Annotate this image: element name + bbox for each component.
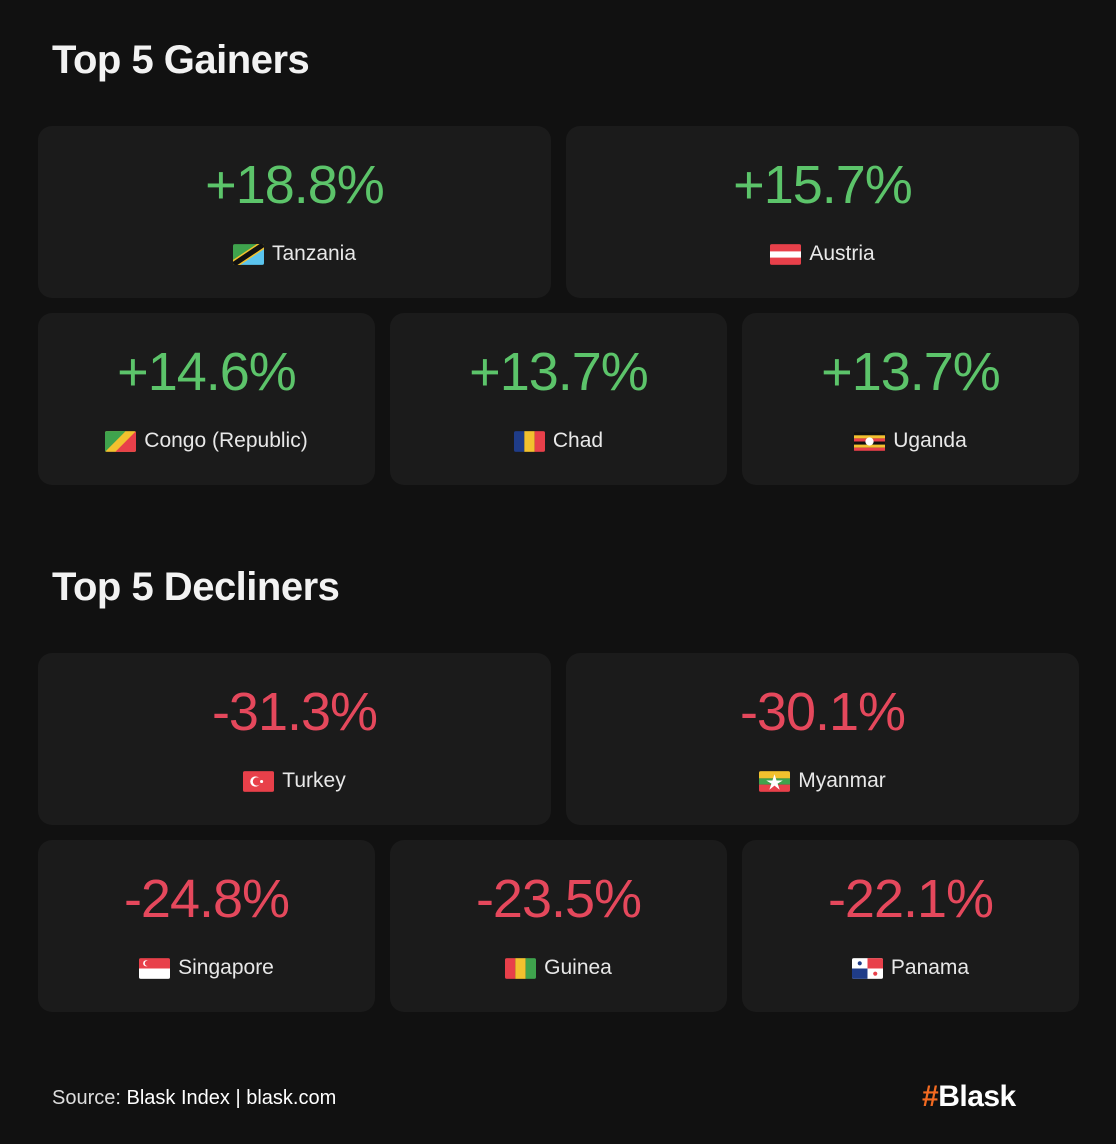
- change-value: -23.5%: [475, 869, 642, 929]
- source-name: Blask Index: [126, 1087, 230, 1109]
- logo-text: Blask: [938, 1080, 1016, 1113]
- uganda-flag-icon: [854, 431, 886, 452]
- change-value: +13.7%: [469, 342, 649, 402]
- decliners-title: Top 5 Decliners: [52, 565, 340, 609]
- gainer-card: +18.8% Tanzania: [38, 126, 551, 298]
- tanzania-flag-icon: [232, 243, 264, 265]
- country-name: Turkey: [282, 769, 346, 792]
- decliner-card: -23.5% Guinea: [390, 840, 727, 1012]
- austria-flag-icon: [770, 243, 802, 265]
- gainer-card: +13.7% Uganda: [742, 313, 1079, 485]
- decliner-card: -22.1% Panama: [742, 840, 1079, 1012]
- country-name: Panama: [890, 956, 970, 979]
- change-value: -31.3%: [211, 682, 378, 742]
- change-value: -30.1%: [739, 682, 906, 742]
- myanmar-flag-icon: [759, 770, 791, 792]
- gainer-card: +14.6% Congo (Republic): [38, 313, 375, 485]
- panama-flag-icon: [851, 957, 883, 979]
- country-name: Austria: [809, 242, 875, 265]
- turkey-flag-icon: [243, 770, 275, 792]
- change-value: +13.7%: [821, 342, 1001, 402]
- gainer-card: +13.7% Chad: [390, 313, 727, 485]
- country-name: Uganda: [893, 429, 967, 452]
- decliner-card: -30.1% Myanmar: [566, 653, 1079, 825]
- change-value: -22.1%: [827, 869, 994, 929]
- congo-flag-icon: [105, 430, 137, 452]
- country-name: Myanmar: [798, 769, 886, 792]
- country-name: Singapore: [178, 956, 274, 979]
- source-label: Source:: [52, 1087, 121, 1109]
- source-line: Source: Blask Index | blask.com: [52, 1087, 336, 1110]
- chad-flag-icon: [513, 430, 545, 452]
- change-value: -24.8%: [123, 869, 290, 929]
- hash-icon: #: [922, 1080, 939, 1113]
- change-value: +14.6%: [117, 342, 297, 402]
- gainers-grid: +18.8% Tanzania +15.7% Austria +14.6% Congo…: [38, 126, 1079, 485]
- change-value: +18.8%: [205, 155, 385, 215]
- country-name: Tanzania: [271, 242, 357, 265]
- singapore-flag-icon: [139, 957, 171, 979]
- change-value: +15.7%: [733, 155, 913, 215]
- guinea-flag-icon: [505, 957, 537, 979]
- country-name: Chad: [552, 429, 604, 452]
- site-link[interactable]: blask.com: [246, 1087, 337, 1109]
- gainer-card: +15.7% Austria: [566, 126, 1079, 298]
- country-name: Congo (Republic): [144, 429, 308, 452]
- decliner-card: -31.3% Turkey: [38, 653, 551, 825]
- separator: |: [235, 1087, 241, 1109]
- blask-logo: #Blask: [922, 1080, 1016, 1114]
- gainers-title: Top 5 Gainers: [52, 38, 310, 82]
- decliner-card: -24.8% Singapore: [38, 840, 375, 1012]
- country-name: Guinea: [544, 956, 612, 979]
- decliners-grid: -31.3% Turkey -30.1% Myanmar -24.8% Singapo…: [38, 653, 1079, 1012]
